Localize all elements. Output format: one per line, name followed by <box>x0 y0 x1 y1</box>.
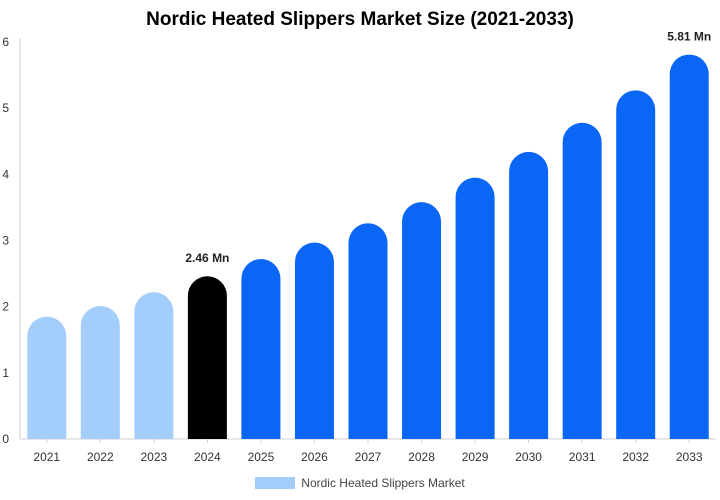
bar-2029 <box>455 177 495 439</box>
y-tick-label: 3 <box>2 234 9 248</box>
x-tick-label: 2024 <box>194 450 221 464</box>
bar-2026 <box>294 242 334 439</box>
bar-2033 <box>669 54 709 440</box>
x-tick-label: 2021 <box>33 450 60 464</box>
bar-2030 <box>509 151 549 440</box>
bar-2025 <box>241 259 281 439</box>
bar-2028 <box>402 202 442 439</box>
y-tick-label: 1 <box>2 366 9 380</box>
x-tick-label: 2033 <box>676 450 703 464</box>
bar-2022 <box>80 306 120 439</box>
x-tick-label: 2030 <box>515 450 542 464</box>
bar-2027 <box>348 223 388 439</box>
chart-title: Nordic Heated Slippers Market Size (2021… <box>146 9 574 30</box>
x-tick-label: 2028 <box>408 450 435 464</box>
legend-label: Nordic Heated Slippers Market <box>301 476 465 490</box>
y-tick-label: 6 <box>2 35 9 49</box>
bar-2023 <box>134 292 174 439</box>
x-tick-label: 2025 <box>248 450 275 464</box>
legend: Nordic Heated Slippers Market <box>0 476 720 490</box>
y-tick-label: 0 <box>2 432 9 446</box>
x-tick-label: 2029 <box>462 450 489 464</box>
data-label: 2.46 Mn <box>185 251 229 265</box>
y-tick-label: 4 <box>2 167 9 181</box>
legend-swatch <box>255 477 296 489</box>
y-tick-label: 2 <box>2 300 9 314</box>
x-tick-label: 2023 <box>140 450 167 464</box>
x-tick-label: 2026 <box>301 450 328 464</box>
y-tick-label: 5 <box>2 101 9 115</box>
bar-2021 <box>27 316 67 439</box>
x-tick-label: 2031 <box>569 450 596 464</box>
data-label: 5.81 Mn <box>667 30 711 44</box>
x-tick-label: 2032 <box>622 450 649 464</box>
bar-2024 <box>187 276 227 439</box>
bar-2032 <box>616 90 656 440</box>
x-tick-label: 2027 <box>355 450 382 464</box>
x-tick-label: 2022 <box>87 450 114 464</box>
bar-2031 <box>562 122 602 440</box>
